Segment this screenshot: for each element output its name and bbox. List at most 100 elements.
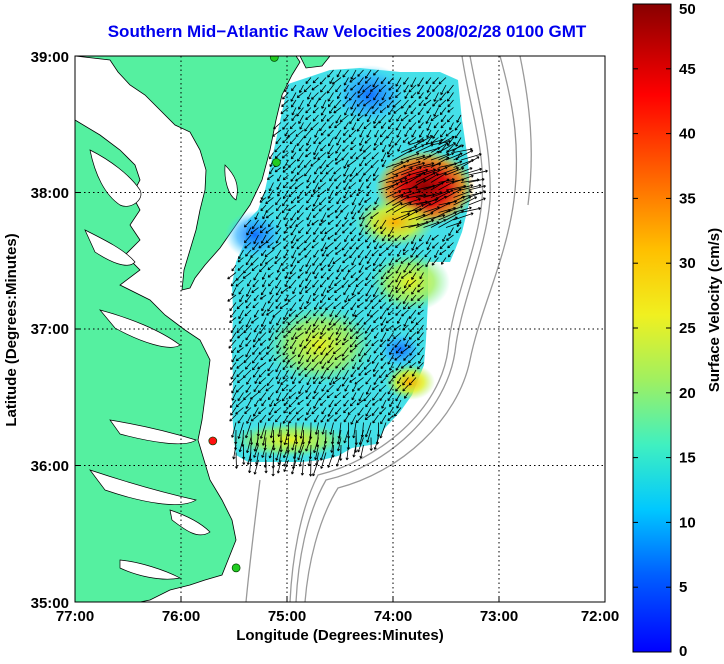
velocity-vector — [328, 317, 334, 326]
velocity-vector — [321, 114, 327, 122]
velocity-vector — [418, 122, 424, 129]
velocity-vector — [313, 144, 319, 156]
velocity-vector — [358, 392, 364, 402]
velocity-vector — [329, 107, 334, 114]
velocity-vector — [440, 84, 447, 96]
velocity-vector — [351, 257, 357, 266]
velocity-vector — [408, 279, 417, 287]
velocity-vector — [231, 264, 237, 272]
velocity-vector — [269, 317, 274, 325]
velocity-vector — [296, 234, 304, 242]
velocity-vector — [239, 294, 244, 303]
velocity-vector — [380, 354, 387, 361]
velocity-vector — [351, 197, 357, 206]
velocity-vector — [321, 362, 327, 369]
velocity-vector — [408, 161, 425, 168]
velocity-vector — [380, 227, 387, 235]
map-title: Southern Mid−Atlantic Raw Velocities 200… — [107, 22, 587, 41]
velocity-vector — [310, 122, 319, 131]
velocity-vector — [370, 324, 379, 332]
velocity-vector — [265, 212, 274, 219]
velocity-vector — [395, 122, 402, 131]
velocity-vector — [342, 144, 349, 152]
velocity-vector — [277, 377, 282, 385]
velocity-vector — [320, 444, 327, 461]
velocity-vector — [259, 227, 267, 234]
velocity-vector — [269, 287, 274, 295]
velocity-vector — [291, 242, 297, 249]
velocity-vector — [423, 138, 444, 146]
velocity-vector — [403, 84, 409, 93]
velocity-vector — [445, 144, 464, 153]
velocity-vector — [313, 249, 319, 258]
velocity-vector — [252, 242, 259, 251]
velocity-vector — [364, 302, 372, 310]
velocity-vector — [269, 152, 274, 160]
velocity-vector — [343, 84, 349, 93]
velocity-vector — [395, 84, 402, 93]
velocity-vector — [274, 144, 282, 153]
velocity-vector — [334, 287, 342, 293]
velocity-vector — [236, 362, 244, 369]
velocity-vector — [252, 347, 259, 355]
velocity-vector — [388, 377, 394, 385]
velocity-vector — [290, 197, 297, 204]
velocity-vector — [400, 114, 409, 122]
velocity-vector — [339, 114, 349, 123]
velocity-vector — [231, 347, 237, 354]
velocity-vector — [343, 414, 349, 423]
velocity-vector — [245, 332, 252, 341]
velocity-vector — [355, 242, 364, 250]
velocity-vector — [357, 84, 364, 94]
velocity-vector — [349, 399, 357, 407]
velocity-vector — [430, 142, 449, 153]
velocity-vector — [282, 347, 289, 356]
velocity-vector — [312, 279, 319, 288]
velocity-vector — [370, 294, 379, 303]
velocity-vector — [407, 339, 417, 348]
velocity-vector — [290, 257, 297, 268]
velocity-vector — [326, 414, 334, 422]
velocity-vector — [252, 279, 259, 288]
velocity-vector — [252, 369, 259, 378]
y-tick-label: 36:00 — [31, 458, 69, 475]
velocity-vector — [245, 257, 252, 266]
velocity-vector — [290, 212, 297, 221]
velocity-vector — [282, 182, 289, 189]
velocity-vector — [304, 249, 312, 258]
velocity-vector — [343, 332, 349, 341]
velocity-vector — [344, 294, 349, 303]
velocity-vector — [371, 152, 379, 160]
velocity-vector — [371, 384, 379, 391]
velocity-vector — [373, 347, 379, 354]
velocity-vector — [333, 302, 342, 309]
velocity-vector — [358, 347, 364, 357]
velocity-vector — [288, 272, 297, 280]
colorbar-tick-label: 0 — [679, 643, 687, 659]
velocity-vector — [347, 279, 357, 288]
velocity-vector — [350, 99, 357, 110]
velocity-vector — [265, 384, 274, 392]
velocity-vector — [404, 392, 409, 399]
velocity-vector — [275, 279, 282, 289]
velocity-vector — [299, 302, 304, 310]
velocity-vector — [269, 399, 274, 408]
velocity-vector — [229, 302, 237, 312]
velocity-vector — [354, 309, 364, 318]
velocity-vector — [370, 212, 379, 219]
velocity-vector — [409, 324, 417, 333]
velocity-vector — [282, 159, 289, 170]
colorbar-tick-label: 20 — [679, 385, 696, 402]
velocity-vector — [445, 205, 464, 213]
velocity-vector — [419, 272, 424, 280]
velocity-vector — [364, 422, 372, 438]
velocity-vector — [297, 152, 304, 162]
colorbar-tick-label: 35 — [679, 190, 696, 207]
velocity-vector — [304, 234, 312, 244]
velocity-vector — [373, 167, 379, 177]
velocity-vector — [432, 99, 439, 107]
velocity-vector — [290, 92, 297, 102]
velocity-vector — [260, 234, 267, 244]
velocity-vector — [319, 197, 327, 206]
velocity-vector — [364, 249, 372, 259]
